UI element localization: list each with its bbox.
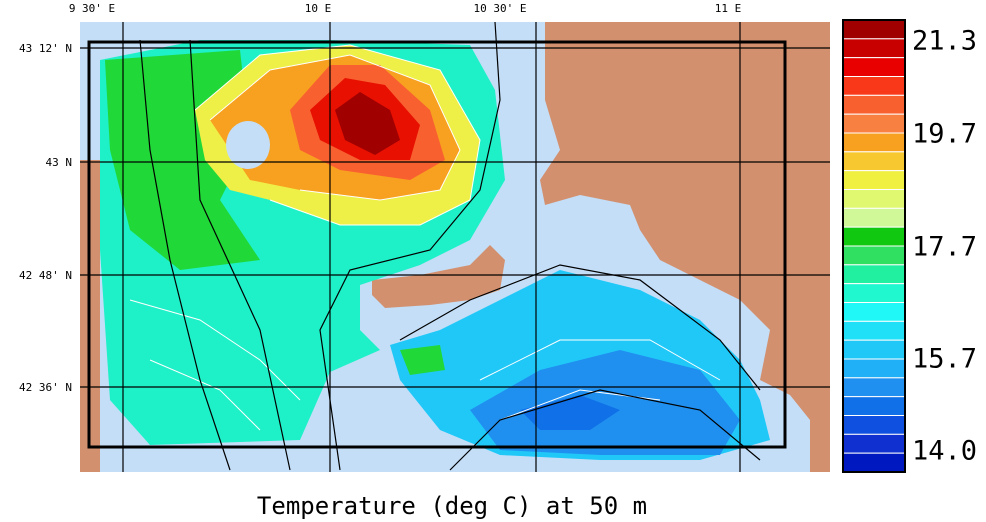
colorbar-label: 17.7 <box>912 232 977 263</box>
colorbar-swatch <box>842 113 906 134</box>
latitude-label: 43 N <box>46 156 73 169</box>
colorbar-swatch <box>842 207 906 228</box>
longitude-label: 9 30' E <box>69 2 115 15</box>
bathymetry <box>399 264 761 471</box>
domain-box <box>87 40 787 449</box>
longitude-label: 10 30' E <box>474 2 527 15</box>
graticule <box>80 22 830 472</box>
map-title: Temperature (deg C) at 50 m <box>257 492 647 520</box>
isotherm <box>194 44 481 226</box>
colorbar-label: 15.7 <box>912 344 977 375</box>
colorbar-swatch <box>842 245 906 266</box>
green-spot <box>400 345 445 375</box>
isotherm <box>129 299 301 431</box>
colorbar-swatch <box>842 396 906 416</box>
colorbar-label: 14.0 <box>912 436 977 467</box>
colorbar-swatch <box>842 226 906 247</box>
colorbar-swatch <box>842 358 906 379</box>
latitude-label: 42 36' N <box>19 381 72 394</box>
colorbar-swatch <box>842 132 906 153</box>
colorbar-swatch <box>842 57 906 78</box>
colorbar-swatch <box>842 283 906 303</box>
colorbar-swatch <box>842 76 906 96</box>
longitude-label: 11 E <box>715 2 742 15</box>
bathymetry <box>139 21 501 471</box>
colorbar-swatch <box>842 38 906 59</box>
cold-region <box>470 350 740 455</box>
colorbar-swatch <box>842 264 906 285</box>
latitude-label: 42 48' N <box>19 269 72 282</box>
colorbar-frame <box>842 19 906 473</box>
longitude-label: 10 E <box>305 2 332 15</box>
colorbar-swatch <box>842 94 906 115</box>
colorbar-label: 19.7 <box>912 119 977 150</box>
cold-core <box>520 395 620 430</box>
red-peak <box>335 92 400 155</box>
latitude-label: 43 12' N <box>19 42 72 55</box>
map-field <box>80 21 830 472</box>
isotherm <box>209 54 461 201</box>
colorbar-label: 21.3 <box>912 26 977 57</box>
colorbar-swatch <box>842 433 906 454</box>
colorbar-swatch <box>842 19 906 40</box>
land-elba <box>372 245 505 308</box>
colorbar-swatch <box>842 302 906 322</box>
cool-spot <box>226 121 270 169</box>
colorbar-swatch <box>842 320 906 341</box>
colorbar-swatch <box>842 189 906 209</box>
colorbar-swatch <box>842 339 906 360</box>
colorbar <box>842 19 906 473</box>
colorbar-swatch <box>842 452 906 473</box>
colorbar-swatch <box>842 151 906 172</box>
colorbar-swatch <box>842 415 906 435</box>
colorbar-swatch <box>842 170 906 191</box>
colorbar-swatch <box>842 377 906 398</box>
land-mainland <box>540 22 830 472</box>
